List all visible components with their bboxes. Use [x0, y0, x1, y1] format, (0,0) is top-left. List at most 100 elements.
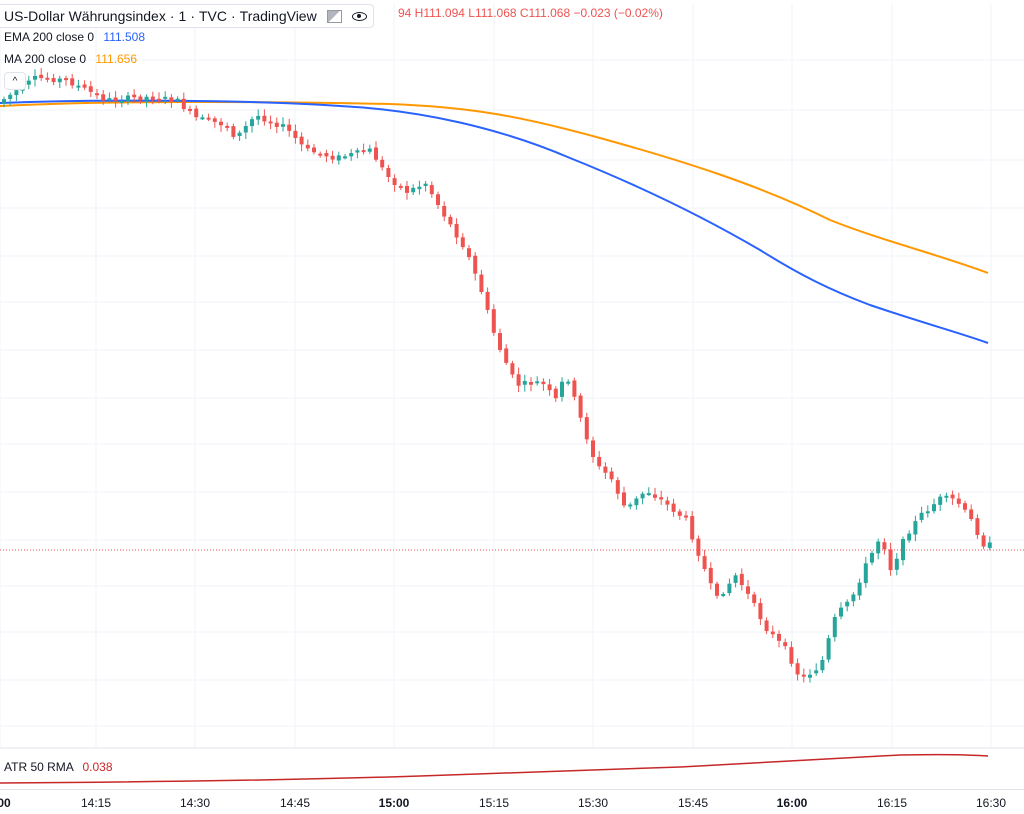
collapse-icon: ^ — [12, 75, 18, 87]
candle-body — [535, 381, 540, 384]
candles-group — [2, 68, 992, 683]
candle-body — [231, 126, 236, 137]
ema-legend[interactable]: EMA 200 close 0 111.508 — [4, 30, 145, 44]
candle-body — [615, 480, 620, 494]
candle-body — [256, 115, 261, 120]
candle-body — [987, 542, 992, 548]
candle-body — [529, 382, 533, 385]
candle-body — [510, 363, 515, 375]
atr-legend-value: 0.038 — [82, 760, 113, 774]
separator-dot: · — [169, 8, 175, 24]
candle-body — [901, 539, 905, 561]
candle-body — [318, 153, 323, 156]
candle-body — [572, 380, 577, 397]
candle-body — [8, 94, 13, 99]
candle-body — [380, 159, 385, 168]
candle-body — [888, 549, 893, 571]
candle-body — [746, 586, 750, 594]
candle-body — [45, 77, 50, 80]
candle-body — [783, 642, 788, 647]
ohlc-values: 94 H111.094 L111.068 C111.068 −0.023 (−0… — [398, 6, 663, 20]
candle-body — [343, 156, 347, 159]
time-tick: 14:15 — [80, 796, 112, 810]
candle-body — [169, 97, 174, 102]
candle-body — [684, 515, 688, 518]
candle-body — [876, 541, 881, 554]
time-axis[interactable]: 00 14:15 14:30 14:45 15:00 15:15 15:30 1… — [0, 789, 1024, 814]
candle-body — [411, 187, 416, 193]
atr-legend-name: ATR 50 RMA — [4, 760, 74, 774]
collapse-legend-button[interactable]: ^ — [4, 72, 26, 90]
candle-body — [324, 152, 329, 157]
candle-body — [88, 86, 93, 92]
candle-body — [181, 98, 186, 110]
price-chart[interactable] — [0, 0, 1024, 789]
separator-dot: · — [190, 8, 195, 24]
candle-body — [491, 309, 496, 333]
time-tick: 16:15 — [876, 796, 908, 810]
candle-body — [70, 78, 75, 86]
atr-line — [0, 753, 989, 784]
candle-body — [795, 663, 800, 675]
candle-body — [981, 535, 986, 547]
candle-body — [832, 617, 837, 638]
candle-body — [39, 74, 44, 79]
candle-body — [764, 620, 769, 632]
candle-body — [57, 78, 62, 83]
candle-body — [975, 518, 980, 535]
atr-legend[interactable]: ATR 50 RMA 0.038 — [4, 760, 113, 774]
candle-body — [863, 563, 868, 584]
interval-label[interactable]: 1 — [178, 8, 187, 24]
candle-body — [119, 100, 124, 103]
time-tick: 00 — [0, 796, 11, 810]
time-tick: 14:45 — [279, 796, 311, 810]
platform-label: TradingView — [239, 8, 317, 24]
candle-body — [733, 575, 738, 583]
candle-body — [659, 497, 664, 500]
candle-body — [715, 583, 719, 596]
time-tick: 15:15 — [478, 796, 510, 810]
ma-legend-name: MA 200 close 0 — [4, 52, 87, 66]
symbol-title-bar[interactable]: US-Dollar Währungsindex · 1 · TVC · Trad… — [0, 4, 374, 28]
candle-body — [770, 631, 775, 635]
ma-legend[interactable]: MA 200 close 0 111.656 — [4, 52, 137, 66]
candle-body — [200, 117, 205, 120]
candle-body — [808, 674, 812, 678]
candle-body — [913, 521, 918, 535]
symbol-name[interactable]: US-Dollar Währungsindex — [4, 8, 166, 24]
separator-dot: · — [230, 8, 236, 24]
candle-body — [150, 96, 155, 100]
candle-body — [330, 155, 335, 160]
candle-body — [708, 567, 713, 584]
flag-icon[interactable] — [326, 9, 342, 23]
candle-body — [553, 388, 558, 399]
candle-body — [274, 122, 279, 127]
candle-body — [454, 223, 459, 238]
candle-body — [132, 94, 137, 98]
candle-body — [2, 99, 6, 104]
candle-body — [206, 117, 211, 120]
candle-body — [188, 108, 192, 111]
candle-body — [101, 94, 106, 101]
candle-body — [473, 255, 478, 274]
candle-body — [293, 130, 298, 139]
candle-body — [423, 183, 428, 187]
candle-body — [789, 647, 794, 664]
candle-body — [95, 93, 99, 96]
candle-body — [138, 96, 143, 101]
candle-body — [498, 333, 502, 350]
time-tick: 14:30 — [179, 796, 211, 810]
candle-body — [504, 348, 509, 363]
candle-body — [398, 185, 403, 188]
candle-body — [392, 178, 397, 185]
candle-body — [436, 194, 440, 206]
candle-body — [839, 607, 843, 617]
time-tick: 15:45 — [677, 796, 709, 810]
candle-body — [417, 186, 422, 190]
eye-icon[interactable] — [351, 11, 367, 21]
candle-body — [460, 237, 465, 248]
ema-200-line — [0, 99, 989, 344]
candle-body — [944, 495, 949, 498]
ema-legend-name: EMA 200 close 0 — [4, 30, 95, 44]
candle-body — [312, 147, 316, 153]
